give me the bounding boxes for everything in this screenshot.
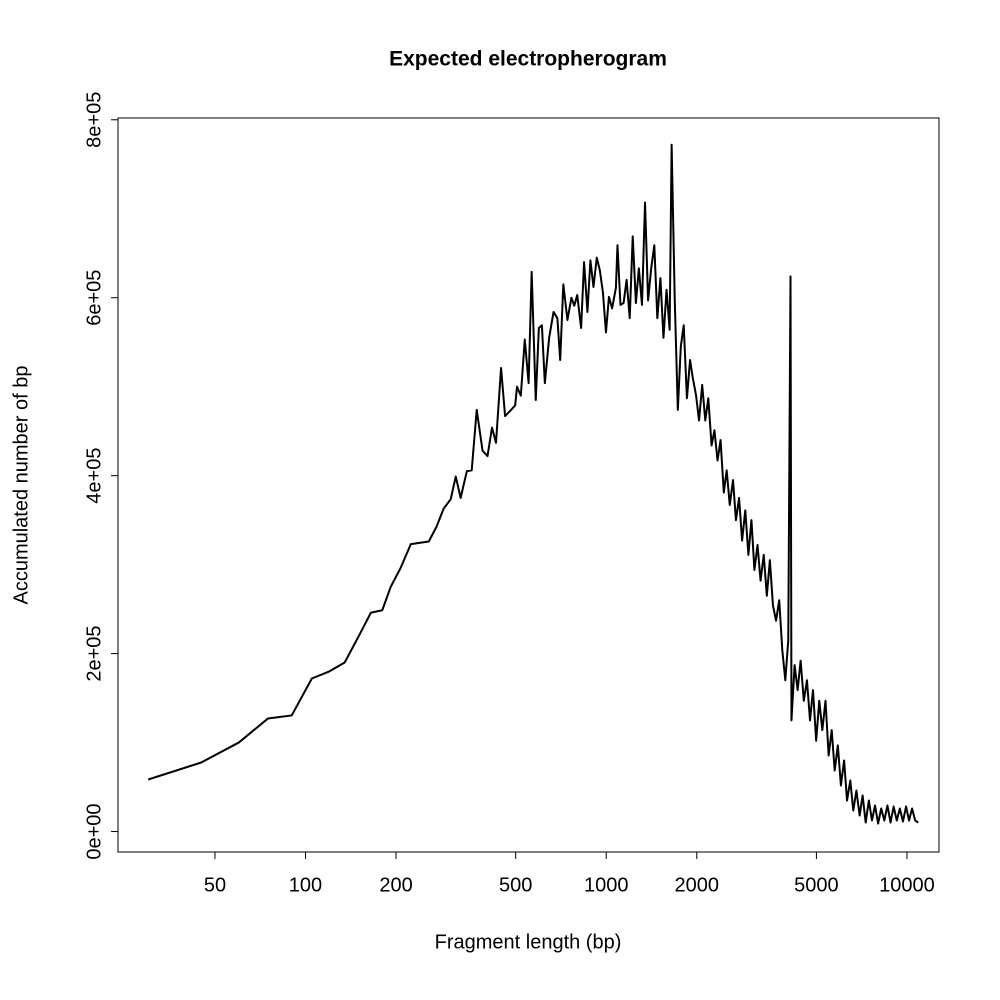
x-tick-label: 500 (499, 874, 532, 896)
x-tick-label: 10000 (879, 874, 935, 896)
y-tick-label: 4e+05 (83, 448, 105, 504)
y-tick-label: 6e+05 (83, 270, 105, 326)
x-tick-label: 50 (204, 874, 226, 896)
x-axis-label: Fragment length (bp) (435, 931, 622, 953)
y-tick-label: 0e+00 (83, 803, 105, 859)
x-tick-label: 200 (379, 874, 412, 896)
y-axis-label: Accumulated number of bp (10, 365, 32, 604)
y-tick-label: 2e+05 (83, 626, 105, 682)
x-tick-label: 1000 (584, 874, 629, 896)
x-tick-label: 5000 (794, 874, 839, 896)
data-line (147, 143, 919, 825)
x-tick-label: 100 (289, 874, 322, 896)
x-tick-label: 2000 (675, 874, 720, 896)
chart-title: Expected electropherogram (389, 48, 667, 71)
y-tick-label: 8e+05 (83, 92, 105, 148)
